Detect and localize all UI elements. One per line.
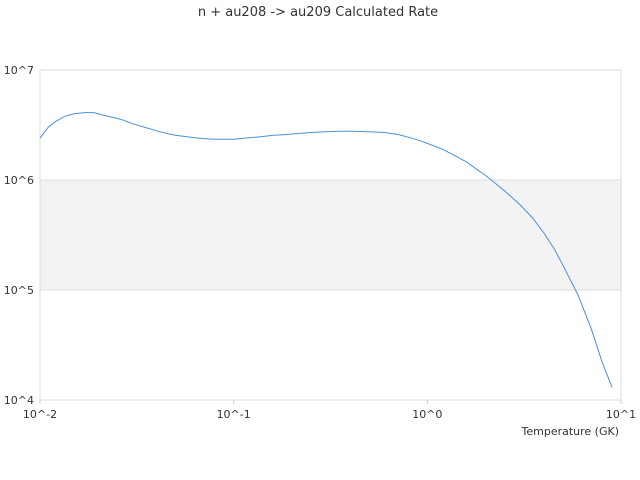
series-layer bbox=[39, 112, 613, 388]
y-axis: 10^7 10^6 10^5 10^4 bbox=[4, 64, 34, 407]
x-tick-label: 10^-1 bbox=[217, 408, 251, 421]
y-tick-label: 10^4 bbox=[4, 394, 34, 407]
y-tick-label: 10^7 bbox=[4, 64, 34, 77]
x-tick-label: 10^-2 bbox=[23, 408, 57, 421]
x-axis: 10^-2 10^-1 10^0 10^1 bbox=[23, 400, 636, 421]
x-axis-label: Temperature (GK) bbox=[521, 425, 620, 438]
series-line bbox=[39, 112, 613, 388]
chart-title: n + au208 -> au209 Calculated Rate bbox=[198, 5, 438, 20]
grid-band bbox=[40, 180, 621, 290]
x-tick-label: 10^1 bbox=[606, 408, 636, 421]
plot-bands bbox=[40, 180, 621, 290]
y-tick-label: 10^5 bbox=[4, 284, 34, 297]
plot-frame bbox=[39, 69, 622, 401]
x-tick-label: 10^0 bbox=[412, 408, 442, 421]
y-tick-label: 10^6 bbox=[4, 174, 34, 187]
